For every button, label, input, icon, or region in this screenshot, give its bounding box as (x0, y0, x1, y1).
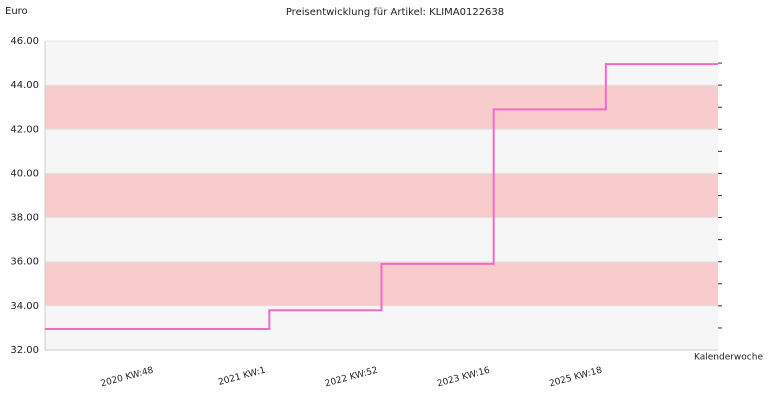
y-tick-label: 32.00 (10, 345, 39, 356)
band (45, 305, 718, 350)
band (45, 85, 718, 130)
step-line (45, 63, 718, 331)
band (45, 129, 718, 174)
x-tick-label: 2022 KW:52 (324, 366, 379, 390)
x-tick-label: 2023 KW:16 (436, 366, 491, 390)
y-tick-label: 42.00 (10, 124, 39, 135)
y-axis-label: Euro (5, 6, 28, 17)
y-tick-label: 38.00 (10, 213, 39, 224)
y-tick-label: 40.00 (10, 168, 39, 179)
x-tick-label: 2021 KW:1 (217, 366, 266, 388)
x-tick-label: 2020 KW:48 (100, 366, 155, 390)
band (45, 217, 718, 262)
band (45, 41, 718, 86)
y-tick-label: 34.00 (10, 301, 39, 312)
chart-title: Preisentwicklung für Artikel: KLIMA01226… (286, 7, 504, 18)
y-tick-label: 46.00 (10, 36, 39, 47)
x-tick-label: 2025 KW:18 (548, 366, 603, 390)
y-tick-label: 36.00 (10, 257, 39, 268)
x-axis-label: Kalenderwoche (694, 353, 763, 363)
y-tick-label: 44.00 (10, 80, 39, 91)
band (45, 173, 718, 218)
